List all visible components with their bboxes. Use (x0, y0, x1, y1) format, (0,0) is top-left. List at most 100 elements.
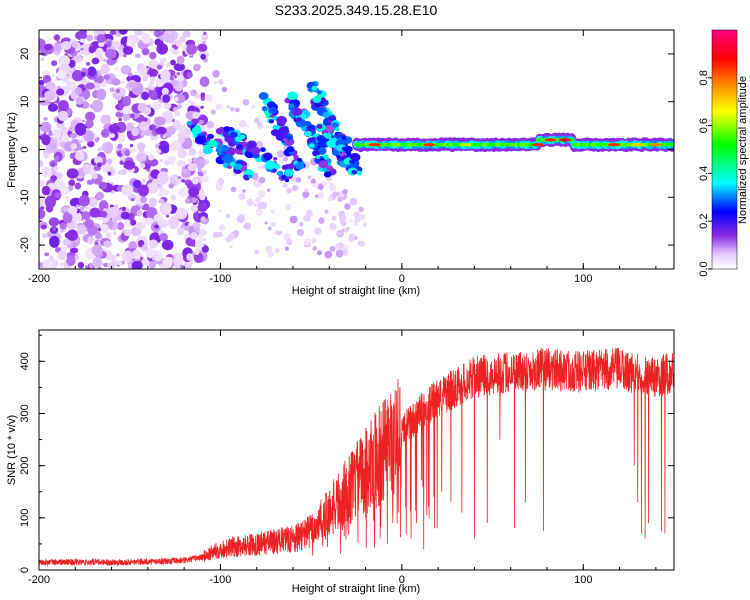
snr-panel: -200 -100 0 100 0 100 200 300 400 Height of stra… (6, 329, 675, 595)
noise-cell-621 (177, 176, 182, 180)
noise-cell-255 (39, 160, 44, 167)
noise-cell-828 (56, 41, 61, 44)
noise-cell-389 (72, 55, 84, 63)
noise-cell-514 (117, 126, 121, 131)
noise-cell-129 (106, 158, 113, 165)
spread-cell-914 (194, 227, 200, 233)
spread-cell-1049 (198, 167, 203, 173)
spread-cell-1011 (274, 230, 279, 235)
streak-cell-1207 (276, 170, 284, 177)
noise-cell-840 (95, 234, 103, 240)
spread-cell-988 (291, 176, 298, 183)
carrier-peak-1929 (368, 143, 381, 147)
streak-cell-1161 (222, 154, 234, 164)
spread-cell-1066 (343, 227, 349, 233)
noise-cell-856 (150, 182, 158, 190)
noise-cell-722 (153, 213, 164, 223)
noise-cell-880 (159, 158, 164, 163)
spread-cell-947 (257, 121, 263, 128)
noise-cell-495 (187, 158, 193, 164)
streak-cell-1302 (258, 92, 269, 100)
noise-cell-244 (203, 31, 207, 36)
spread-cell-1028 (210, 109, 216, 115)
streak-cell-1308 (268, 106, 278, 115)
noise-cell-109 (51, 60, 58, 67)
spread-cell-970 (342, 189, 348, 195)
noise-cell-374 (196, 203, 208, 212)
noise-cell-789 (174, 96, 179, 102)
streak-cell-1239 (265, 160, 277, 170)
noise-cell-605 (122, 96, 131, 107)
spread-cell-921 (284, 246, 289, 251)
noise-cell-449 (85, 265, 89, 269)
noise-cell-868 (142, 126, 147, 130)
streak-cell-1125 (186, 120, 193, 126)
spread-cell-1061 (192, 178, 199, 185)
spread-cell-1006 (286, 239, 293, 246)
spread-cell-956 (317, 183, 324, 190)
noise-cell-883 (162, 256, 173, 269)
noise-cell-554 (132, 179, 142, 189)
snr-ticks: -200 -100 0 100 0 100 200 300 400 (19, 330, 674, 586)
noise-cell-119 (58, 123, 62, 127)
spread-cell-971 (314, 194, 319, 198)
noise-cell-724 (140, 162, 146, 169)
noise-cell-750 (54, 192, 62, 199)
noise-cell-738 (145, 74, 151, 79)
spread-cell-1083 (257, 202, 265, 210)
spread-cell-990 (337, 196, 343, 203)
noise-cell-377 (149, 30, 154, 33)
spread-cell-1084 (238, 193, 246, 200)
noise-cell-469 (158, 198, 165, 204)
noise-cell-888 (148, 239, 159, 249)
noise-cell-412 (170, 156, 176, 163)
heatmap-y-tick-label: 0 (19, 146, 31, 152)
noise-cell-870 (131, 127, 140, 137)
streak-cell-1373 (288, 103, 295, 108)
spread-cell-1051 (267, 226, 272, 231)
noise-cell-897 (80, 71, 86, 77)
snr-y-tick-label: 200 (19, 456, 31, 474)
noise-cell-631 (92, 173, 98, 180)
spread-cell-1042 (246, 124, 250, 128)
spread-cell-998 (199, 193, 206, 201)
spread-cell-983 (324, 250, 333, 259)
noise-cell-199 (199, 76, 210, 87)
heatmap-y-tick-label: -20 (19, 237, 31, 253)
spread-cell-936 (242, 189, 246, 193)
noise-cell-857 (150, 86, 155, 91)
noise-cell-197 (159, 57, 167, 63)
noise-cell-453 (87, 66, 97, 77)
colorbar-ticks: 0.0 0.2 0.4 0.6 0.8 (698, 70, 712, 277)
noise-cell-743 (91, 244, 103, 256)
noise-cell-798 (148, 261, 156, 269)
noise-cell-800 (70, 149, 75, 154)
noise-cell-509 (135, 221, 146, 230)
spread-cell-902 (318, 217, 325, 224)
spread-cell-1070 (202, 170, 208, 175)
noise-cell-666 (98, 41, 105, 47)
spread-cell-1012 (314, 227, 322, 235)
spread-cell-968 (202, 229, 208, 236)
noise-cell-794 (122, 45, 134, 55)
noise-cell-785 (140, 258, 150, 267)
noise-cell-671 (179, 187, 191, 198)
noise-cell-405 (86, 179, 94, 185)
noise-cell-894 (115, 88, 121, 94)
noise-cell-504 (62, 211, 73, 224)
noise-cell-787 (43, 43, 53, 51)
spread-cell-1099 (268, 251, 274, 258)
noise-cell-821 (53, 155, 60, 161)
noise-cell-387 (40, 57, 44, 62)
spread-cell-1063 (310, 178, 316, 184)
spread-cell-973 (256, 140, 264, 148)
noise-cell-862 (123, 160, 136, 170)
noise-cell-493 (109, 87, 115, 93)
noise-cell-855 (85, 119, 94, 129)
spread-cell-1093 (236, 215, 245, 224)
noise-cell-895 (107, 171, 112, 176)
noise-cell-602 (141, 48, 150, 56)
snr-y-label: SNR (10 * v/v) (6, 415, 18, 485)
noise-cell-834 (51, 162, 56, 167)
noise-cell-432 (108, 133, 116, 139)
